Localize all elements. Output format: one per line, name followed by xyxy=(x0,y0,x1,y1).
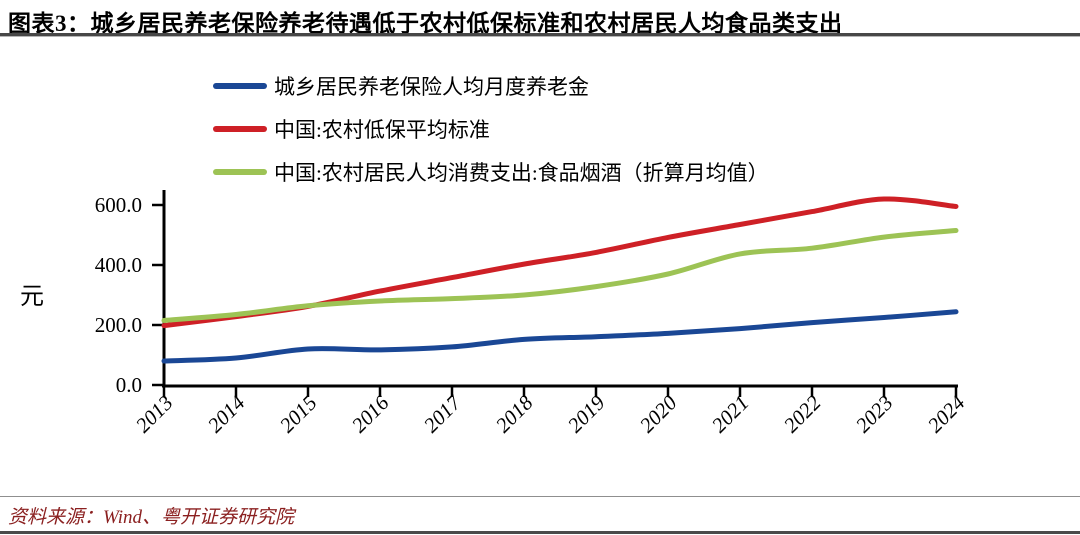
legend-label: 中国:农村低保平均标准 xyxy=(274,117,490,142)
x-tick-label: 2019 xyxy=(563,390,610,437)
legend-label: 城乡居民养老保险人均月度养老金 xyxy=(274,74,589,99)
y-tick-label: 0.0 xyxy=(116,373,142,397)
legend-line-swatch xyxy=(213,125,267,132)
x-tick-label: 2013 xyxy=(131,391,178,438)
legend-label: 中国:农村居民人均消费支出:食品烟酒（折算月均值） xyxy=(274,160,769,185)
legend-line-swatch xyxy=(213,168,267,175)
data-source-note: 资料来源：Wind、粤开证券研究院 xyxy=(8,507,295,528)
legend-item: 城乡居民养老保险人均月度养老金 xyxy=(213,64,769,107)
y-tick-label: 600.0 xyxy=(95,193,142,217)
data-line-series xyxy=(161,309,959,364)
x-tick-label: 2017 xyxy=(419,390,467,438)
x-tick-label: 2024 xyxy=(923,390,970,437)
x-tick-label: 2016 xyxy=(347,390,394,437)
title-divider xyxy=(0,33,1080,37)
legend-item: 中国:农村低保平均标准 xyxy=(213,107,769,150)
y-tick-label: 400.0 xyxy=(95,253,142,277)
data-line-series xyxy=(161,228,959,323)
y-axis-unit-label: 元 xyxy=(20,284,44,310)
legend-line-swatch xyxy=(213,82,267,89)
x-tick-label: 2022 xyxy=(779,390,826,437)
y-tick-label: 200.0 xyxy=(95,313,142,337)
line-chart-plot: 0.0 200.0 400.0 600.0 2013 2014 2015 2016 2017 20… xyxy=(95,190,970,438)
legend-item: 中国:农村居民人均消费支出:食品烟酒（折算月均值） xyxy=(213,150,769,193)
footer-divider xyxy=(0,496,1080,497)
x-tick-label: 2015 xyxy=(275,391,322,438)
chart-title: 图表3：城乡居民养老保险养老待遇低于农村低保标准和农村居民人均食品类支出 xyxy=(8,11,843,36)
x-tick-label: 2021 xyxy=(707,391,754,438)
page-bottom-border xyxy=(0,531,1080,534)
x-tick-label: 2018 xyxy=(491,390,538,437)
x-tick-label: 2020 xyxy=(635,390,682,437)
chart-legend: 城乡居民养老保险人均月度养老金 中国:农村低保平均标准中国:农村居民人均消费支出:… xyxy=(213,64,769,193)
x-tick-label: 2023 xyxy=(851,391,898,438)
x-tick-label: 2014 xyxy=(203,390,250,437)
